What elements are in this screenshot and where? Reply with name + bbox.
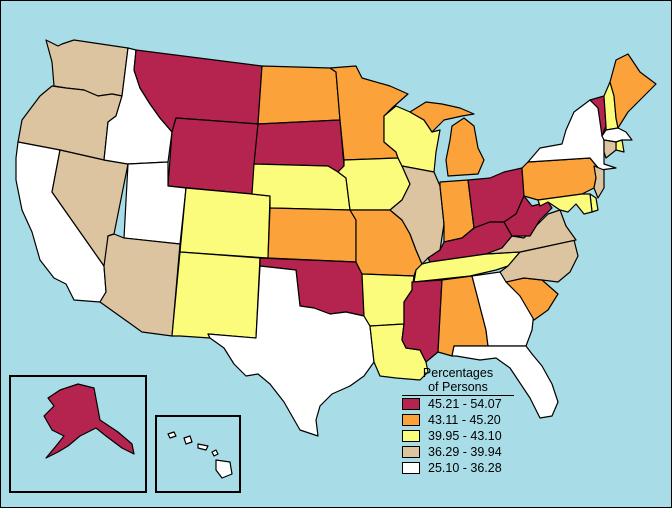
state-connecticut[interactable]: [603, 139, 617, 159]
state-alaska[interactable]: [43, 383, 135, 459]
legend-title-line2: of Persons: [428, 380, 488, 394]
legend-swatch: [402, 414, 420, 426]
legend-swatch: [402, 430, 420, 442]
state-arizona[interactable]: [99, 233, 181, 337]
legend-label: 45.21 - 54.07: [428, 397, 502, 411]
alaska-inset-frame: [9, 375, 147, 493]
legend-label: 39.95 - 43.10: [428, 429, 502, 443]
legend-title: Percentages of Persons: [402, 366, 514, 396]
legend-row-class3: 39.95 - 43.10: [402, 428, 520, 444]
hawaii-inset-frame: [155, 415, 241, 493]
state-colorado[interactable]: [179, 187, 271, 259]
legend-label: 36.29 - 39.94: [428, 445, 502, 459]
legend-row-class1: 45.21 - 54.07: [402, 396, 520, 412]
legend-swatch: [402, 446, 420, 458]
legend-row-class4: 36.29 - 39.94: [402, 444, 520, 460]
state-texas[interactable]: [207, 265, 375, 437]
state-new-mexico[interactable]: [171, 251, 261, 339]
state-north-dakota[interactable]: [257, 65, 341, 125]
legend-row-class2: 43.11 - 45.20: [402, 412, 520, 428]
state-tennessee[interactable]: [413, 251, 521, 283]
state-wyoming[interactable]: [167, 117, 259, 195]
legend-title-line1: Percentages: [422, 366, 494, 380]
state-maryland[interactable]: [537, 193, 593, 215]
state-vermont[interactable]: [589, 95, 607, 137]
legend-label: 43.11 - 45.20: [428, 413, 501, 427]
state-rhode-island[interactable]: [615, 139, 625, 153]
state-maine[interactable]: [609, 53, 657, 129]
state-kansas[interactable]: [267, 207, 357, 263]
legend-row-class5: 25.10 - 36.28: [402, 460, 520, 476]
state-michigan[interactable]: [409, 101, 485, 177]
legend-swatch: [402, 462, 420, 474]
map-legend: Percentages of Persons 45.21 - 54.07 43.…: [402, 366, 520, 476]
legend-label: 25.10 - 36.28: [428, 461, 502, 475]
legend-swatch: [402, 398, 420, 410]
state-new-jersey[interactable]: [593, 165, 605, 199]
state-florida[interactable]: [451, 345, 559, 419]
state-hawaii[interactable]: [167, 431, 233, 479]
